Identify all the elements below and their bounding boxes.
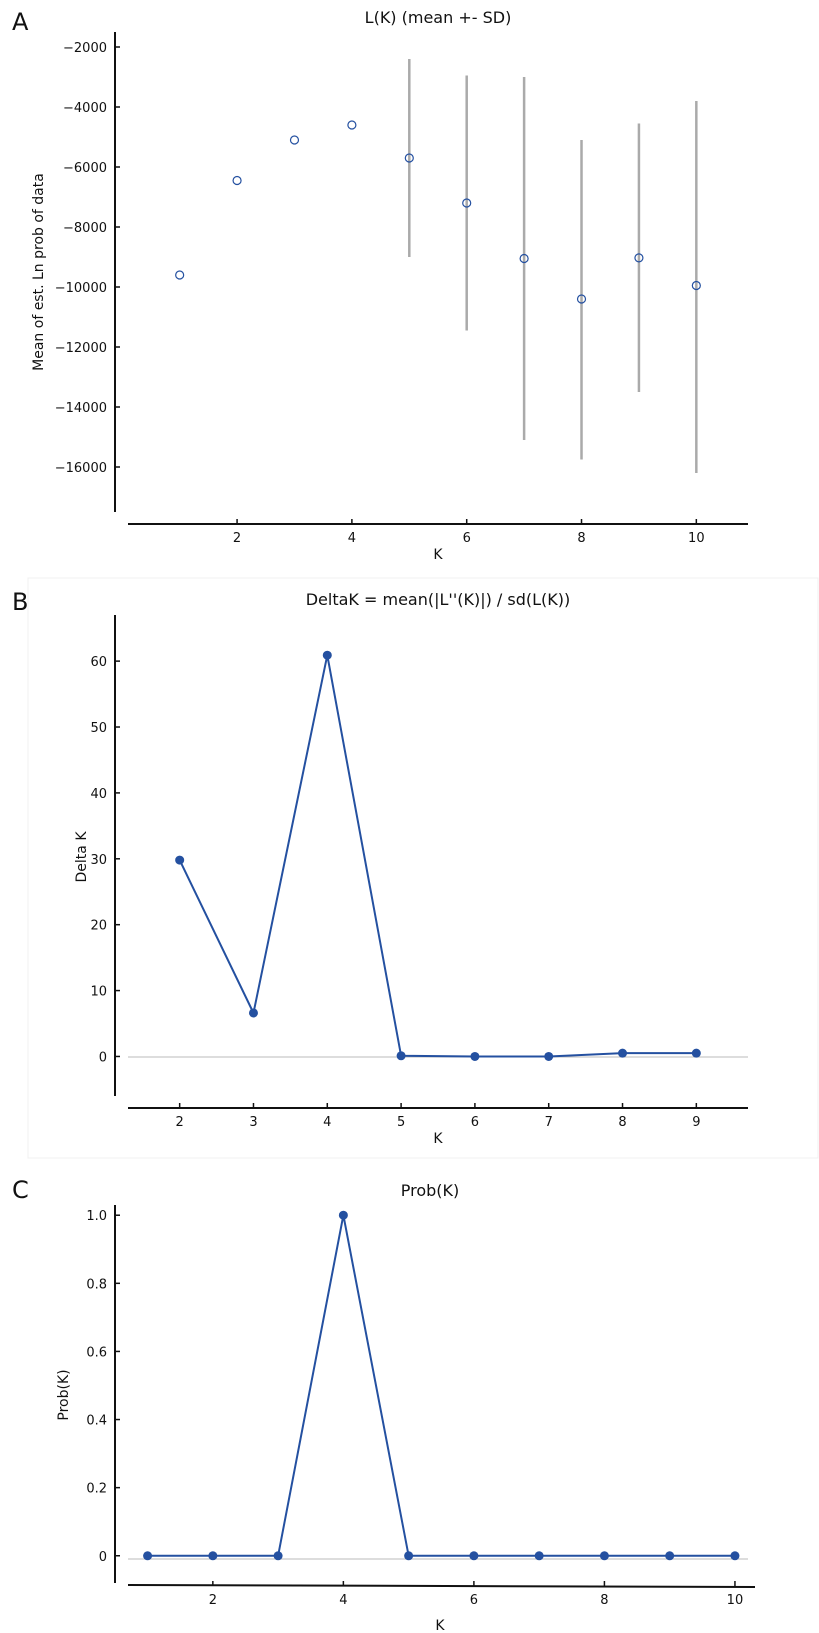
panel-a-x-axis-label: K <box>433 547 443 563</box>
data-point <box>462 198 472 208</box>
panel-a-letter: A <box>12 8 29 36</box>
panel-b-x-ticks: 2 3 4 5 6 7 8 9 <box>176 1103 700 1130</box>
panel-b-y-ticks: 0 10 20 30 40 50 60 <box>90 655 120 1065</box>
data-point <box>208 1551 218 1561</box>
data-point <box>618 1048 628 1058</box>
data-point <box>175 270 185 280</box>
y-tick-label: −4000 <box>63 101 107 116</box>
y-tick-label: 0 <box>99 1550 107 1565</box>
x-tick-label: 8 <box>618 1115 626 1130</box>
y-tick-label: 50 <box>90 721 107 736</box>
y-tick-label: 20 <box>90 919 107 934</box>
panel-c-title: Prob(K) <box>401 1181 460 1200</box>
y-tick-label: −12000 <box>55 341 107 356</box>
x-tick-label: 10 <box>727 1593 744 1608</box>
y-tick-label: 0.4 <box>86 1414 107 1429</box>
data-point <box>730 1551 740 1561</box>
x-tick-label: 2 <box>209 1593 217 1608</box>
data-point <box>273 1551 283 1561</box>
data-point <box>322 650 332 660</box>
data-point <box>232 175 242 186</box>
data-point <box>404 1551 414 1561</box>
x-tick-label: 10 <box>688 531 705 546</box>
panel-b-letter: B <box>12 588 28 616</box>
y-tick-label: −2000 <box>63 41 107 56</box>
y-tick-label: 30 <box>90 853 107 868</box>
x-tick-label: 4 <box>339 1593 347 1608</box>
x-tick-label: 2 <box>176 1115 184 1130</box>
panel-a-points <box>175 120 701 304</box>
data-point <box>248 1008 258 1018</box>
y-tick-label: −14000 <box>55 401 107 416</box>
data-point <box>338 1210 348 1220</box>
y-tick-label: −16000 <box>55 461 107 476</box>
data-point <box>691 1048 701 1058</box>
series-line <box>178 654 697 1058</box>
x-tick-label: 6 <box>470 1593 478 1608</box>
y-tick-label: 1.0 <box>86 1209 107 1224</box>
data-point <box>347 120 357 130</box>
x-tick-label: 7 <box>545 1115 553 1130</box>
x-tick-label: 8 <box>577 531 585 546</box>
x-tick-label: 4 <box>348 531 356 546</box>
y-tick-label: 10 <box>90 985 107 1000</box>
y-tick-label: 0.8 <box>86 1277 107 1292</box>
data-point <box>691 280 701 291</box>
panel-a-title: L(K) (mean +- SD) <box>365 8 512 27</box>
data-point <box>143 1551 153 1561</box>
y-tick-label: 0.6 <box>86 1345 107 1360</box>
data-point <box>396 1051 406 1061</box>
panel-c: C Prob(K) K Prob(K) 0 0.2 0.4 0.6 0.8 1.0 2 4 6… <box>12 1176 756 1633</box>
panel-a-x-ticks: 2 4 6 8 10 <box>233 519 705 546</box>
panel-b-series <box>175 650 701 1061</box>
x-tick-label: 8 <box>600 1593 608 1608</box>
data-point <box>599 1551 609 1561</box>
panel-b-title: DeltaK = mean(|L''(K)|) / sd(L(K)) <box>306 590 571 609</box>
data-point <box>534 1551 544 1561</box>
x-tick-label: 3 <box>249 1115 257 1130</box>
x-tick-label: 5 <box>397 1115 405 1130</box>
panel-a-error-bars <box>408 59 698 473</box>
data-point <box>289 135 300 145</box>
data-point <box>404 153 414 163</box>
panel-c-x-axis-label: K <box>435 1618 445 1633</box>
y-tick-label: −10000 <box>55 281 107 296</box>
data-point <box>634 253 644 263</box>
y-tick-label: 40 <box>90 787 107 802</box>
panel-c-series <box>143 1210 740 1561</box>
data-point <box>469 1551 479 1561</box>
panel-a-y-axis-label: Mean of est. Ln prob of data <box>31 173 47 371</box>
x-tick-label: 4 <box>323 1115 331 1130</box>
y-tick-label: 0 <box>99 1050 107 1065</box>
panel-b-frame <box>27 577 819 1159</box>
panel-b: B DeltaK = mean(|L''(K)|) / sd(L(K)) K D… <box>12 588 748 1147</box>
series-line <box>147 1215 735 1557</box>
data-point <box>544 1051 554 1061</box>
y-tick-label: −8000 <box>63 221 107 236</box>
x-tick-label: 2 <box>233 531 241 546</box>
x-tick-label: 6 <box>471 1115 479 1130</box>
y-tick-label: −6000 <box>63 161 107 176</box>
panel-c-y-axis-label: Prob(K) <box>56 1369 72 1420</box>
panel-c-y-ticks: 0 0.2 0.4 0.6 0.8 1.0 <box>86 1209 120 1565</box>
panel-a-y-ticks: −2000 −4000 −6000 −8000 −10000 −12000 −14000 −1… <box>55 41 120 476</box>
data-point <box>175 855 185 865</box>
x-tick-label: 6 <box>463 531 471 546</box>
panel-b-x-axis-label: K <box>433 1131 443 1147</box>
panel-b-y-axis-label: Delta K <box>74 831 90 883</box>
y-tick-label: 60 <box>90 655 107 670</box>
panel-a: A L(K) (mean +- SD) K Mean of est. Ln pr… <box>12 8 748 563</box>
data-point <box>519 253 529 264</box>
panel-c-x-axis <box>127 1584 756 1588</box>
panel-c-letter: C <box>12 1176 29 1204</box>
data-point <box>576 294 587 304</box>
x-tick-label: 9 <box>692 1115 700 1130</box>
y-tick-label: 0.2 <box>86 1482 107 1497</box>
data-point <box>470 1051 480 1061</box>
panel-c-x-ticks: 2 4 6 8 10 <box>209 1581 744 1608</box>
data-point <box>665 1551 675 1561</box>
